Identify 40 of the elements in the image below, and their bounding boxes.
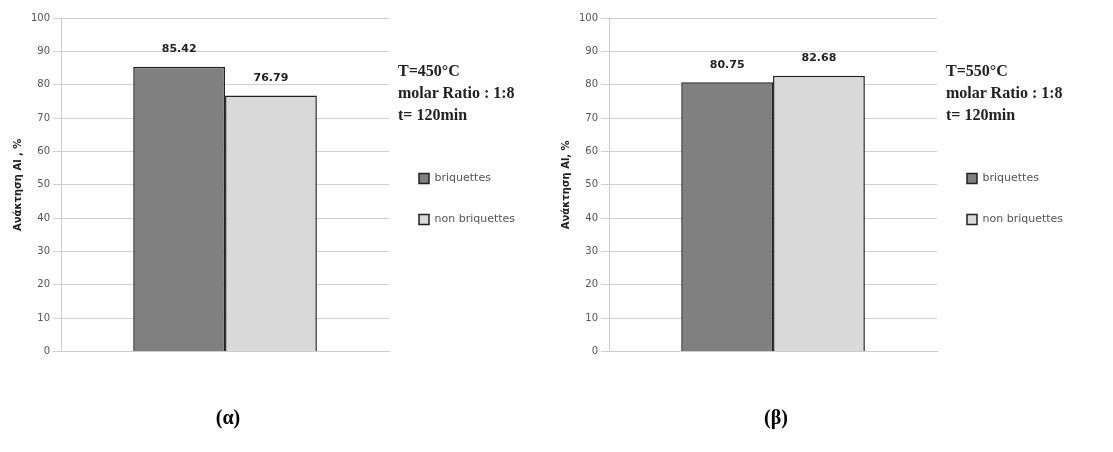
data-label: 85.42: [161, 42, 197, 55]
y-tick-label: 30: [37, 245, 51, 257]
y-tick-label: 80: [585, 78, 599, 90]
legend-label: non briquettes: [982, 212, 1064, 226]
text: molar Ratio : 1:8: [946, 83, 1063, 103]
y-tick-label: 0: [591, 345, 599, 357]
text: t= 120min: [946, 105, 1017, 125]
y-tick-label: 60: [585, 145, 599, 157]
y-tick-label: 40: [585, 211, 599, 223]
y-tick-label: 100: [30, 11, 51, 23]
data-label: 82.68: [801, 51, 837, 65]
y-tick-label: 30: [585, 245, 599, 257]
y-tick-label: 50: [585, 178, 599, 190]
data-label: 80.75: [709, 57, 745, 71]
data-label: 76.79: [253, 70, 289, 84]
text: (α): [214, 406, 242, 429]
text: T=450°C: [398, 61, 461, 81]
y-tick-label: 20: [585, 278, 599, 290]
legend-label: briquettes: [434, 171, 492, 185]
y-tick-label: 100: [578, 11, 599, 23]
y-tick-label: 10: [585, 311, 599, 323]
text: t= 120min: [398, 105, 469, 125]
y-axis-title: Ανάκτηση Al , %: [11, 138, 23, 231]
y-tick-label: 20: [37, 278, 51, 290]
y-axis-title: Ανάκτηση Al, %: [559, 140, 571, 230]
text: molar Ratio : 1:8: [398, 83, 515, 103]
y-tick-label: 0: [43, 345, 51, 357]
y-tick-label: 90: [585, 44, 599, 56]
y-tick-label: 40: [37, 211, 51, 223]
y-tick-label: 50: [37, 178, 51, 190]
y-tick-label: 60: [37, 145, 51, 157]
text: (β): [763, 406, 789, 429]
y-tick-label: 70: [37, 111, 51, 123]
y-tick-label: 80: [37, 78, 51, 90]
y-tick-label: 90: [37, 44, 51, 56]
legend-label: briquettes: [982, 171, 1040, 185]
y-tick-label: 70: [585, 111, 599, 123]
legend-label: non briquettes: [434, 212, 516, 226]
y-tick-label: 10: [37, 311, 51, 323]
text: T=550°C: [946, 61, 1009, 81]
